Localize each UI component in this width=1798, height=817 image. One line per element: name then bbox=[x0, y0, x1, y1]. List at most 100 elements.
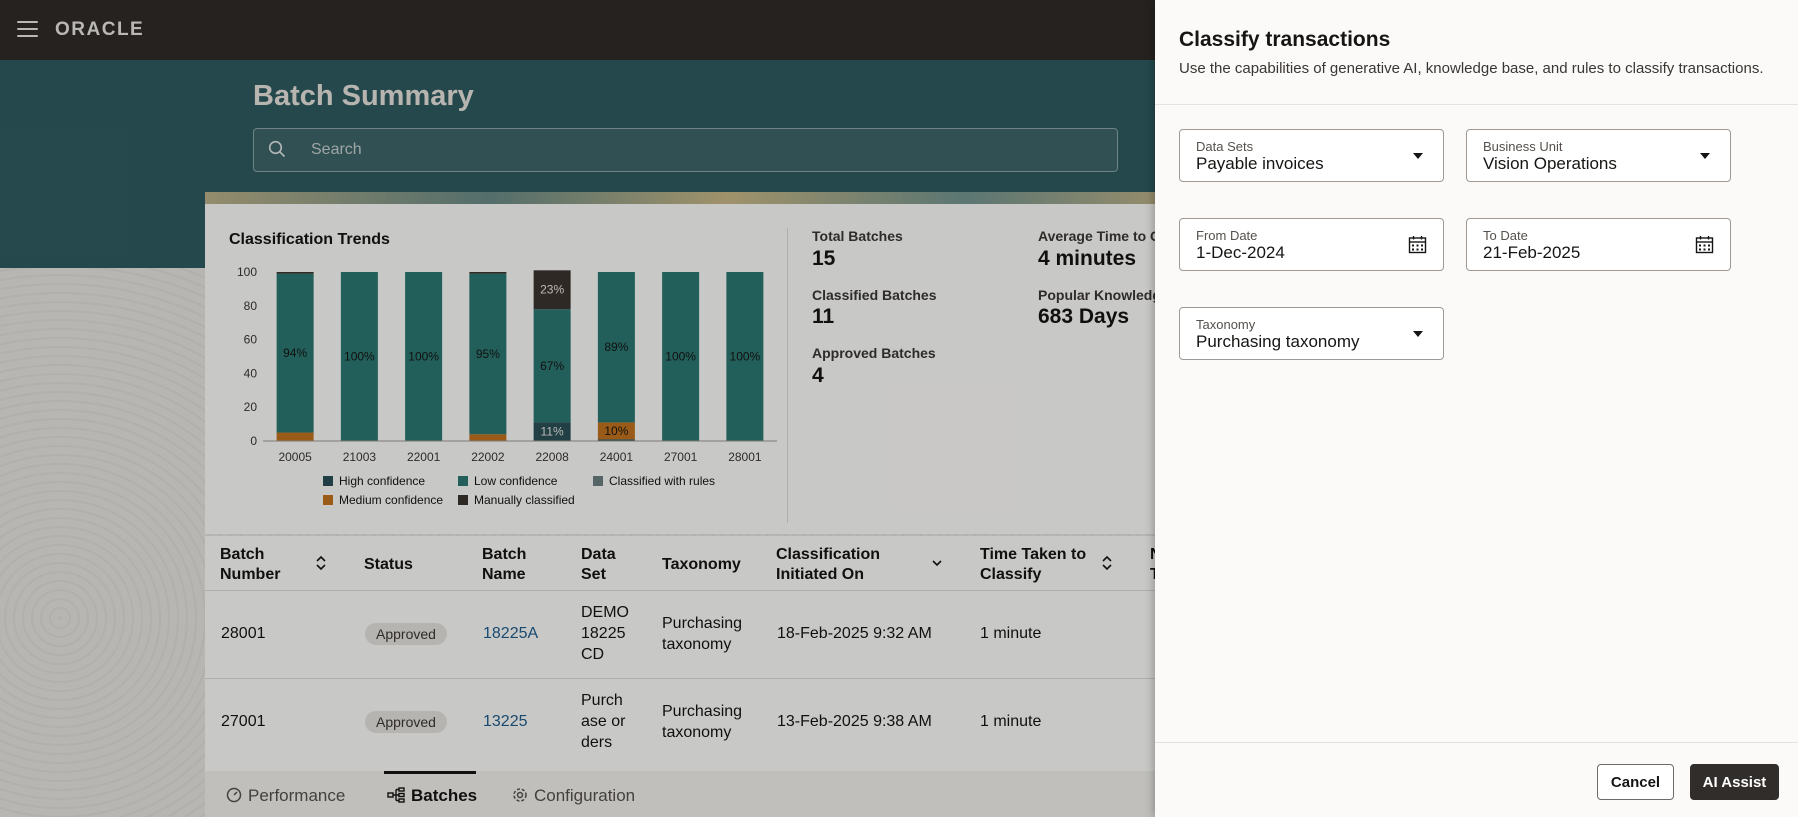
x-tick-label: 27001 bbox=[664, 450, 698, 464]
header-data-set[interactable]: Data Set bbox=[581, 546, 616, 583]
modal-overlay[interactable] bbox=[0, 0, 1155, 817]
taxonomy-select[interactable]: Taxonomy Purchasing taxonomy bbox=[1179, 307, 1444, 360]
legend-swatch bbox=[593, 476, 603, 486]
header-classification-initiated[interactable]: Classification Initiated On bbox=[776, 546, 881, 583]
business-unit-select[interactable]: Business Unit Vision Operations bbox=[1466, 129, 1731, 182]
page-title: Batch Summary bbox=[253, 80, 474, 112]
search-icon bbox=[268, 140, 286, 158]
hamburger-menu-icon[interactable] bbox=[17, 21, 38, 37]
bar-segment[interactable] bbox=[597, 439, 635, 441]
bottom-navigation bbox=[205, 771, 1155, 817]
average-time-value: 4 minutes bbox=[1038, 247, 1137, 270]
y-tick-label: 60 bbox=[244, 333, 258, 347]
data-label: 95% bbox=[476, 347, 500, 361]
card-divider bbox=[787, 228, 788, 523]
legend-label: Manually classified bbox=[474, 493, 575, 507]
tab-configuration[interactable]: Configuration bbox=[512, 786, 635, 806]
gauge-icon bbox=[226, 787, 242, 803]
bar-segment[interactable] bbox=[276, 272, 314, 274]
bar-segment[interactable] bbox=[469, 272, 507, 274]
legend-label: High confidence bbox=[339, 474, 425, 488]
ai-assist-button[interactable]: AI Assist bbox=[1690, 764, 1779, 800]
data-sets-select[interactable]: Data Sets Payable invoices bbox=[1179, 129, 1444, 182]
bar-segment[interactable] bbox=[276, 273, 314, 433]
bar-segment[interactable] bbox=[662, 272, 700, 441]
from-date-field[interactable]: From Date 1-Dec-2024 bbox=[1179, 218, 1444, 271]
bar-segment[interactable] bbox=[276, 432, 314, 441]
data-label: 100% bbox=[730, 350, 761, 364]
sort-icon[interactable] bbox=[315, 555, 327, 571]
bar-segment[interactable] bbox=[533, 309, 571, 423]
popular-knowledge-value: 683 Days bbox=[1038, 305, 1130, 328]
status-badge: Approved bbox=[365, 623, 447, 645]
data-label: 100% bbox=[344, 350, 375, 364]
cell-data-set: DEMO 18225 CD bbox=[581, 604, 629, 663]
data-label: 100% bbox=[665, 350, 696, 364]
data-label: 94% bbox=[283, 346, 307, 360]
calendar-icon[interactable] bbox=[1695, 235, 1714, 254]
bar-segment[interactable] bbox=[405, 272, 443, 441]
legend-swatch bbox=[323, 495, 333, 505]
header-time-taken[interactable]: Time Taken to Classify bbox=[980, 546, 1087, 583]
y-tick-label: 80 bbox=[244, 299, 258, 313]
drawer-header-divider bbox=[1155, 104, 1798, 105]
tab-performance[interactable]: Performance bbox=[226, 786, 345, 806]
tab-batches[interactable]: Batches bbox=[387, 786, 477, 806]
classified-batches-value: 11 bbox=[812, 305, 835, 328]
header-status[interactable]: Status bbox=[364, 556, 413, 573]
sort-icon[interactable] bbox=[1101, 555, 1113, 571]
bar-segment[interactable] bbox=[533, 422, 571, 441]
sort-descending-icon[interactable] bbox=[931, 559, 943, 567]
legend-swatch bbox=[323, 476, 333, 486]
search-input[interactable] bbox=[309, 131, 1093, 169]
approved-batches-value: 4 bbox=[812, 364, 824, 387]
legend-label: Low confidence bbox=[474, 474, 558, 488]
header-batch-name[interactable]: Batch Name bbox=[482, 546, 527, 583]
cell-initiated-on: 13-Feb-2025 9:38 AM bbox=[777, 713, 932, 730]
banner-illustration bbox=[205, 192, 1155, 204]
to-date-field[interactable]: To Date 21-Feb-2025 bbox=[1466, 218, 1731, 271]
y-tick-label: 40 bbox=[244, 366, 258, 380]
cell-taxonomy: Purchasing taxonomy bbox=[662, 615, 743, 653]
batch-name-link[interactable]: 18225A bbox=[483, 625, 539, 642]
total-batches-label: Total Batches bbox=[812, 228, 903, 244]
data-label: 11% bbox=[541, 425, 564, 439]
batches-table bbox=[205, 536, 1155, 771]
bar-segment[interactable] bbox=[726, 272, 764, 441]
bar-segment[interactable] bbox=[469, 273, 507, 435]
x-tick-label: 21003 bbox=[343, 450, 377, 464]
drawer-subtitle: Use the capabilities of generative AI, k… bbox=[1179, 60, 1764, 77]
popular-knowledge-label: Popular Knowledg bbox=[1038, 287, 1161, 303]
drawer-title: Classify transactions bbox=[1179, 28, 1391, 51]
row-divider bbox=[205, 678, 1155, 679]
x-tick-label: 22001 bbox=[407, 450, 441, 464]
classify-transactions-drawer bbox=[1155, 0, 1798, 817]
data-label: 10% bbox=[604, 424, 628, 438]
bar-segment[interactable] bbox=[533, 270, 571, 310]
oracle-logo: ORACLE bbox=[55, 19, 145, 40]
batch-name-link[interactable]: 13225 bbox=[483, 713, 528, 730]
chart-title: Classification Trends bbox=[229, 231, 390, 248]
gear-icon bbox=[513, 788, 527, 802]
calendar-icon[interactable] bbox=[1408, 235, 1427, 254]
active-tab-indicator bbox=[384, 771, 476, 774]
legend-label: Classified with rules bbox=[609, 474, 715, 488]
classification-trends-chart: 94% 100% 100% 95% 23% 67% 11% 89% 10% 100% 100% 0 2… bbox=[237, 265, 777, 507]
data-label: 89% bbox=[604, 340, 628, 354]
cancel-button[interactable]: Cancel bbox=[1597, 764, 1674, 800]
header-taxonomy[interactable]: Taxonomy bbox=[662, 556, 741, 573]
legend-swatch bbox=[458, 495, 468, 505]
bar-segment[interactable] bbox=[469, 434, 507, 441]
bar-segment[interactable] bbox=[597, 422, 635, 440]
bar-segment[interactable] bbox=[340, 272, 378, 441]
legend-swatch bbox=[458, 476, 468, 486]
header-partial: NT bbox=[1150, 546, 1155, 583]
bar-segment[interactable] bbox=[597, 272, 635, 423]
drawer-footer-divider bbox=[1155, 742, 1798, 743]
x-tick-label: 28001 bbox=[728, 450, 762, 464]
chevron-down-icon bbox=[1413, 153, 1423, 159]
y-tick-label: 20 bbox=[244, 400, 258, 414]
batches-icon bbox=[387, 787, 405, 803]
header-batch-number[interactable]: Batch Number bbox=[220, 546, 281, 583]
total-batches-value: 15 bbox=[812, 247, 836, 270]
